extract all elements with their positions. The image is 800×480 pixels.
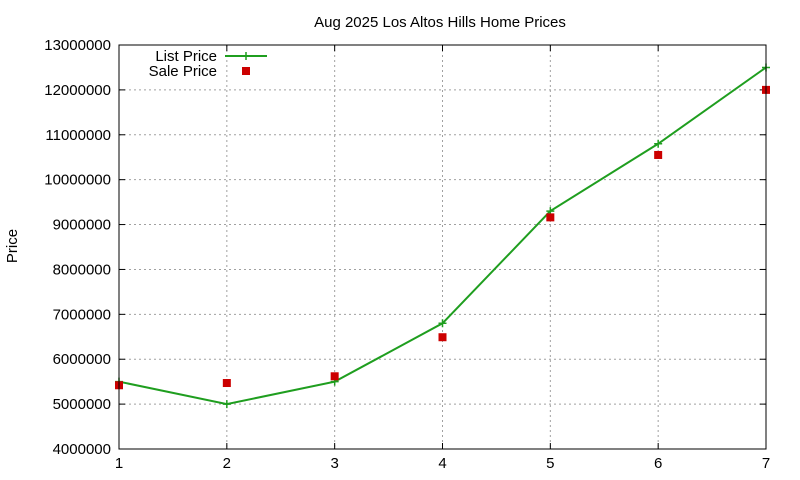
plot-frame (118, 44, 767, 450)
y-tick-label: 6000000 (53, 351, 111, 368)
data-point-marker (438, 319, 447, 328)
legend-marker (242, 52, 250, 60)
x-tick-label: 4 (438, 455, 446, 472)
data-point-marker (330, 372, 339, 381)
data-point-marker (438, 333, 447, 342)
y-tick-label: 4000000 (53, 441, 111, 458)
legend-marker (242, 67, 250, 75)
grid-lines (119, 45, 766, 449)
y-tick-label: 8000000 (53, 261, 111, 278)
y-axis-label: Price (4, 229, 21, 263)
chart-title: Aug 2025 Los Altos Hills Home Prices (314, 14, 566, 31)
y-tick-label: 9000000 (53, 217, 111, 234)
x-tick-label: 3 (330, 455, 338, 472)
x-tick-label: 5 (546, 455, 554, 472)
y-tick-label: 5000000 (53, 396, 111, 413)
data-point-marker (222, 400, 231, 409)
x-axis-ticks: 1 2 3 4 5 6 7 (115, 45, 770, 472)
data-point-marker (222, 379, 231, 388)
y-tick-label: 13000000 (44, 37, 111, 54)
x-tick-label: 1 (115, 455, 123, 472)
y-tick-label: 12000000 (44, 82, 111, 99)
x-tick-label: 6 (654, 455, 662, 472)
data-point-marker (654, 150, 663, 159)
y-tick-label: 11000000 (45, 127, 111, 144)
y-tick-label: 10000000 (44, 172, 111, 189)
y-axis-ticks: 4000000 5000000 6000000 7000000 8000000 90000… (44, 37, 766, 458)
x-tick-label: 7 (762, 455, 770, 472)
data-point-marker (654, 139, 663, 148)
legend-label: List Price (155, 48, 217, 65)
legend-label: Sale Price (149, 63, 217, 80)
y-tick-label: 7000000 (53, 306, 111, 323)
data-point-marker (546, 213, 555, 222)
x-tick-label: 2 (223, 455, 231, 472)
